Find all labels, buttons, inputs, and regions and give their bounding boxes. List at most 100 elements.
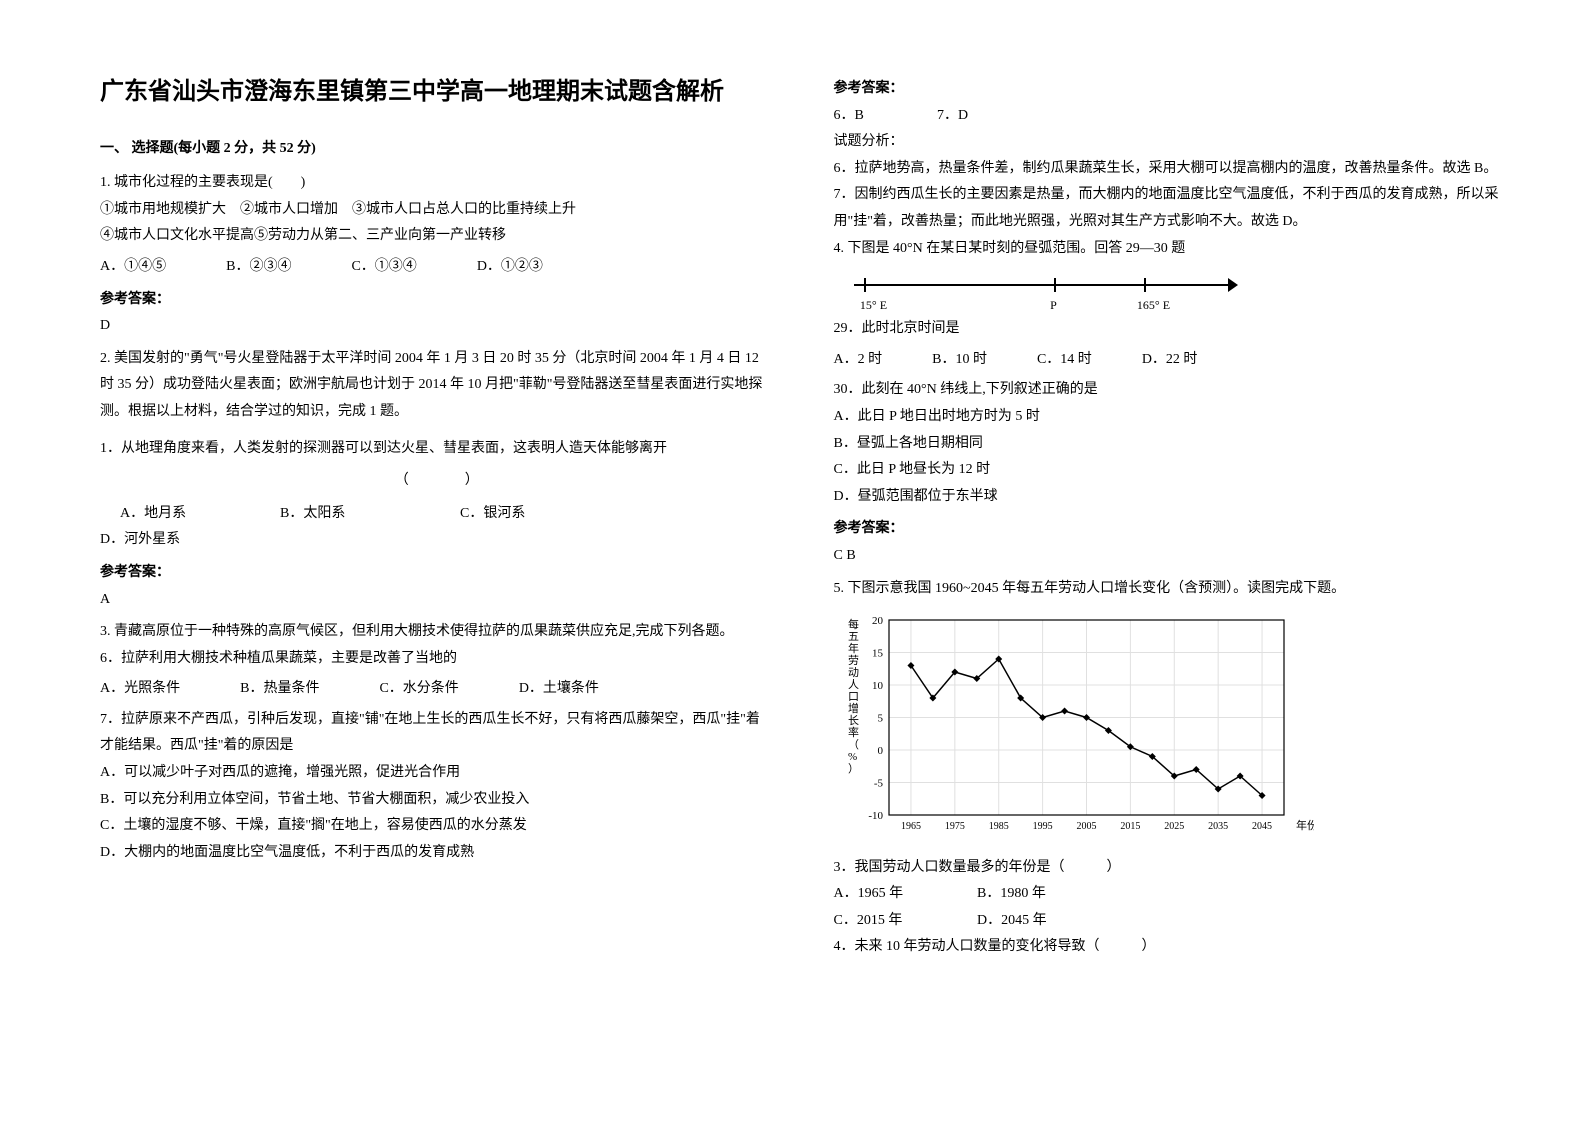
labor-line-chart: -10-505101520196519751985199520052015202…: [834, 610, 1314, 840]
q29C: C．14 时: [1037, 347, 1092, 374]
svg-text:1975: 1975: [944, 821, 964, 832]
svg-text:1995: 1995: [1032, 821, 1052, 832]
svg-text:1965: 1965: [900, 821, 920, 832]
q1-optA: A．①④⑤: [100, 254, 166, 281]
question-5: 5. 下图示意我国 1960~2045 年每五年劳动人口增长变化（含预测）。读图…: [834, 576, 1508, 962]
svg-text:2025: 2025: [1164, 821, 1184, 832]
q30A: A．此日 P 地日出时地方时为 5 时: [834, 404, 1508, 431]
q3-s7: 7．拉萨原来不产西瓜，引种后发现，直接"铺"在地上生长的西瓜生长不好，只有将西瓜…: [100, 707, 774, 760]
question-3: 3. 青藏高原位于一种特殊的高原气候区，但利用大棚技术使得拉萨的瓜果蔬菜供应充足…: [100, 619, 774, 866]
q5-s3-row1: A．1965 年 B．1980 年: [834, 881, 1508, 908]
ans7: 7．D: [937, 108, 968, 123]
svg-text:长: 长: [848, 714, 859, 727]
q29-options: A．2 时 B．10 时 C．14 时 D．22 时: [834, 347, 1508, 374]
tick-165e: [1144, 278, 1146, 292]
svg-text:5: 5: [877, 713, 883, 725]
q1-options: A．①④⑤ B．②③④ C．①③④ D．①②③: [100, 254, 774, 281]
svg-text:增: 增: [848, 701, 859, 715]
answers-row: 6．B 7．D: [834, 103, 1508, 130]
q29A: A．2 时: [834, 347, 883, 374]
svg-text:率: 率: [848, 725, 859, 739]
q5-s3: 3．我国劳动人口数量最多的年份是（ ）: [834, 855, 1508, 882]
q3-s6B: B．热量条件: [240, 676, 319, 703]
svg-text:15: 15: [872, 648, 884, 660]
q5-s3-row2: C．2015 年 D．2045 年: [834, 908, 1508, 935]
svg-text:-5: -5: [873, 778, 883, 790]
q2-optA: A．地月系: [100, 501, 280, 528]
q2-answer: A: [100, 587, 774, 614]
tick-p: [1054, 278, 1056, 292]
question-1: 1. 城市化过程的主要表现是( ) ①城市用地规模扩大 ②城市人口增加 ③城市人…: [100, 170, 774, 340]
svg-text:-10: -10: [868, 810, 883, 822]
svg-text:口: 口: [848, 691, 859, 703]
section-heading: 一、 选择题(每小题 2 分，共 52 分): [100, 136, 774, 163]
q3-s6A: A．光照条件: [100, 676, 180, 703]
svg-text:%: %: [848, 751, 857, 763]
q1-optB: B．②③④: [226, 254, 291, 281]
tick-label-p: P: [1050, 294, 1057, 317]
svg-text:10: 10: [872, 680, 884, 692]
q1-answer: D: [100, 313, 774, 340]
q3-s6C: C．水分条件: [379, 676, 458, 703]
q3-s7D: D．大棚内的地面温度比空气温度低，不利于西瓜的发育成熟: [100, 840, 774, 867]
q1-optC: C．①③④: [351, 254, 416, 281]
question-2: 2. 美国发射的"勇气"号火星登陆器于太平洋时间 2004 年 1 月 3 日 …: [100, 346, 774, 613]
svg-text:动: 动: [848, 666, 859, 679]
q3-s6: 6．拉萨利用大棚技术种植瓜果蔬菜，主要是改善了当地的: [100, 646, 774, 673]
svg-text:五: 五: [848, 631, 859, 643]
q1-line3: ④城市人口文化水平提高⑤劳动力从第二、三产业向第一产业转移: [100, 223, 774, 250]
q2-options-row2: D．河外星系: [100, 527, 774, 554]
arrow-right-icon: [1228, 278, 1238, 292]
question-4: 4. 下图是 40°N 在某日某时刻的昼弧范围。回答 29—30 题 15° E…: [834, 236, 1508, 570]
left-column: 广东省汕头市澄海东里镇第三中学高一地理期末试题含解析 一、 选择题(每小题 2 …: [100, 70, 774, 1082]
q5-s3D: D．2045 年: [977, 913, 1047, 928]
q5-s3B: B．1980 年: [977, 886, 1046, 901]
svg-text:人: 人: [848, 678, 859, 691]
svg-text:2035: 2035: [1208, 821, 1228, 832]
q3-s7B: B．可以充分利用立体空间，节省土地、节省大棚面积，减少农业投入: [100, 787, 774, 814]
svg-text:年份: 年份: [1296, 818, 1314, 832]
q5-s3C: C．2015 年: [834, 908, 974, 935]
q2-options-row1: A．地月系 B．太阳系 C．银河系: [100, 501, 774, 528]
q30D: D．昼弧范围都位于东半球: [834, 484, 1508, 511]
q3-answer-label: 参考答案：: [834, 76, 1508, 103]
arc-diagram: 15° E P 165° E: [844, 272, 1244, 312]
analysis-7: 7．因制约西瓜生长的主要因素是热量，而大棚内的地面温度比空气温度低，不利于西瓜的…: [834, 182, 1508, 235]
q4-stem: 4. 下图是 40°N 在某日某时刻的昼弧范围。回答 29—30 题: [834, 236, 1508, 263]
q2-optB: B．太阳系: [280, 501, 460, 528]
q3-s6D: D．土壤条件: [519, 676, 599, 703]
tick-15e: [864, 278, 866, 292]
tick-label-15e: 15° E: [860, 294, 887, 317]
right-column: 参考答案： 6．B 7．D 试题分析： 6．拉萨地势高，热量条件差，制约瓜果蔬菜…: [834, 70, 1508, 1082]
ans6: 6．B: [834, 103, 934, 130]
q30: 30．此刻在 40°N 纬线上,下列叙述正确的是: [834, 377, 1508, 404]
q2-optC: C．银河系: [460, 501, 525, 528]
q3-s6-options: A．光照条件 B．热量条件 C．水分条件 D．土壤条件: [100, 676, 774, 703]
q3-s7C: C．土壤的湿度不够、干燥，直接"搁"在地上，容易使西瓜的水分蒸发: [100, 813, 774, 840]
svg-text:2045: 2045: [1252, 821, 1272, 832]
q1-optD: D．①②③: [477, 254, 543, 281]
q29: 29．此时北京时间是: [834, 316, 1508, 343]
q2-answer-label: 参考答案：: [100, 560, 774, 587]
q29D: D．22 时: [1142, 347, 1198, 374]
q2-optD: D．河外星系: [100, 527, 300, 554]
analysis-title: 试题分析：: [834, 129, 1508, 156]
page-title: 广东省汕头市澄海东里镇第三中学高一地理期末试题含解析: [100, 70, 774, 116]
q5-stem: 5. 下图示意我国 1960~2045 年每五年劳动人口增长变化（含预测）。读图…: [834, 576, 1508, 603]
svg-text:2015: 2015: [1120, 821, 1140, 832]
svg-text:20: 20: [872, 615, 884, 627]
q30B: B．昼弧上各地日期相同: [834, 431, 1508, 458]
q2-stem: 2. 美国发射的"勇气"号火星登陆器于太平洋时间 2004 年 1 月 3 日 …: [100, 346, 774, 426]
svg-text:年: 年: [848, 641, 859, 655]
q2-paren: （ ）: [100, 468, 774, 495]
q1-line2: ①城市用地规模扩大 ②城市人口增加 ③城市人口占总人口的比重持续上升: [100, 197, 774, 224]
q1-stem: 1. 城市化过程的主要表现是( ): [100, 170, 774, 197]
analysis-6: 6．拉萨地势高，热量条件差，制约瓜果蔬菜生长，采用大棚可以提高棚内的温度，改善热…: [834, 156, 1508, 183]
tick-label-165e: 165° E: [1137, 294, 1170, 317]
svg-text:0: 0: [877, 745, 883, 757]
svg-text:（: （: [848, 738, 859, 751]
q1-answer-label: 参考答案：: [100, 287, 774, 314]
svg-text:每: 每: [848, 617, 859, 631]
q4-answer-label: 参考答案：: [834, 516, 1508, 543]
q3-stem: 3. 青藏高原位于一种特殊的高原气候区，但利用大棚技术使得拉萨的瓜果蔬菜供应充足…: [100, 619, 774, 646]
